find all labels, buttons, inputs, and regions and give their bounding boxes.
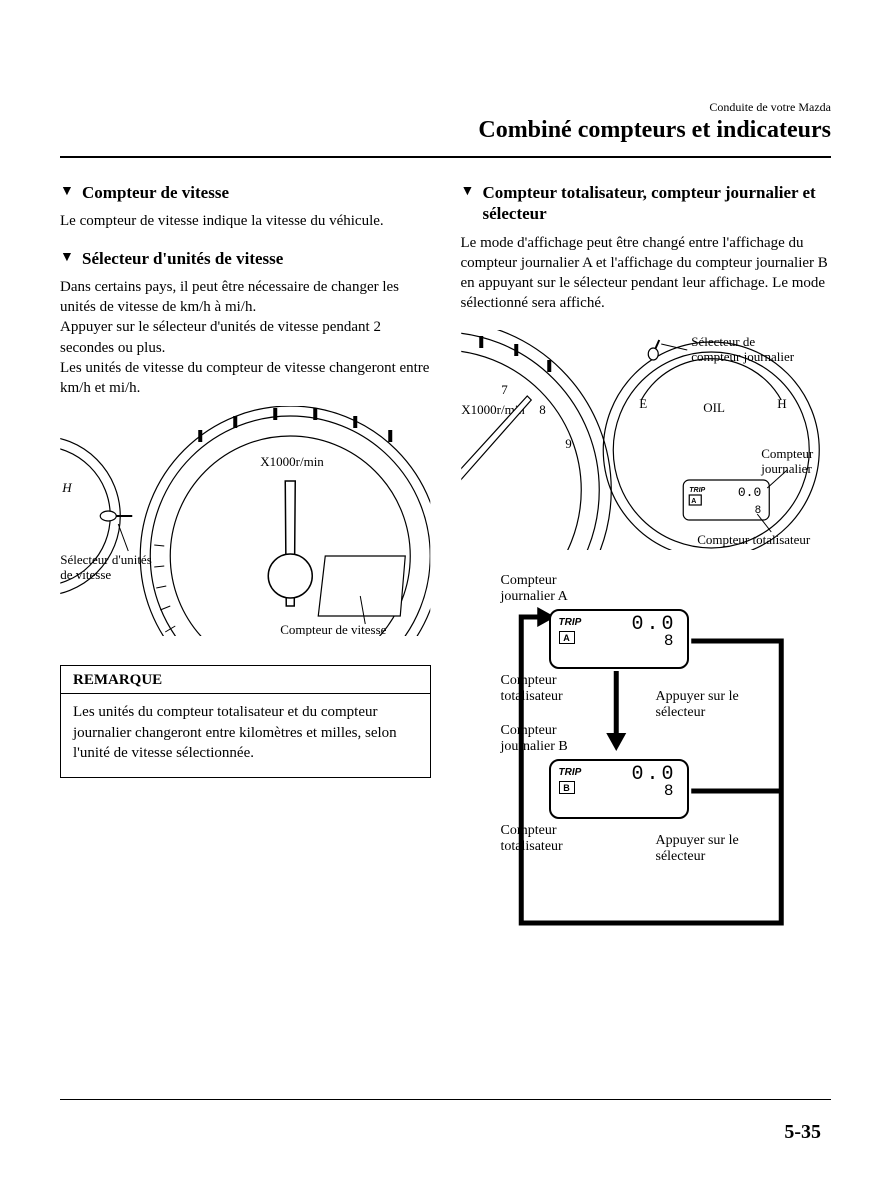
body-text: Les unités de vitesse du compteur de vit… xyxy=(60,358,431,399)
svg-text:H: H xyxy=(777,396,786,411)
note-body: Les unités du compteur totalisateur et d… xyxy=(61,694,430,777)
svg-text:E: E xyxy=(639,396,647,411)
svg-text:A: A xyxy=(691,498,696,505)
lcd-digits: 0.0 8 xyxy=(631,765,676,799)
svg-text:0.0: 0.0 xyxy=(737,485,760,500)
right-column: Compteur totalisateur, compteur journali… xyxy=(461,182,832,953)
note-title: REMARQUE xyxy=(61,666,430,694)
svg-text:9: 9 xyxy=(565,436,572,451)
body-text: Appuyer sur le sélecteur d'unités de vit… xyxy=(60,317,431,358)
gauge-illustration-right: 7 8 9 X1000r/min E H OIL xyxy=(461,330,832,550)
svg-text:8: 8 xyxy=(539,402,546,417)
two-column-layout: Compteur de vitesse Le compteur de vites… xyxy=(60,182,831,953)
callout-label: Compteur de vitesse xyxy=(280,622,386,636)
section-heading-speedometer: Compteur de vitesse xyxy=(60,182,431,203)
footer-rule xyxy=(60,1099,831,1100)
lcd-trip-a: TRIP A 0.0 8 xyxy=(549,609,689,669)
digits-bottom: 8 xyxy=(631,634,676,649)
left-column: Compteur de vitesse Le compteur de vites… xyxy=(60,182,431,953)
body-text: Le compteur de vitesse indique la vitess… xyxy=(60,211,431,231)
digits-top: 0.0 xyxy=(631,615,676,634)
flow-label: Appuyer sur le sélecteur xyxy=(656,833,739,867)
flow-label: Compteur totalisateur xyxy=(501,823,563,857)
header-breadcrumb: Conduite de votre Mazda xyxy=(60,100,831,115)
section-heading-unit-selector: Sélecteur d'unités de vitesse xyxy=(60,248,431,269)
body-text: Dans certains pays, il peut être nécessa… xyxy=(60,277,431,318)
header-title: Combiné compteurs et indicateurs xyxy=(60,117,831,144)
svg-text:Compteur totalisateur: Compteur totalisateur xyxy=(697,532,811,547)
lcd-digits: 0.0 8 xyxy=(631,615,676,649)
page-header: Conduite de votre Mazda Combiné compteur… xyxy=(60,100,831,144)
note-box: REMARQUE Les unités du compteur totalisa… xyxy=(60,665,431,778)
section-heading-odometer: Compteur totalisateur, compteur journali… xyxy=(461,182,832,225)
body-text: Le mode d'affichage peut être changé ent… xyxy=(461,233,832,314)
svg-text:Sélecteur decompteur journalie: Sélecteur decompteur journalier xyxy=(691,334,795,364)
digits-top: 0.0 xyxy=(631,765,676,784)
page-number: 5-35 xyxy=(784,1121,821,1144)
trip-label: TRIP xyxy=(559,617,582,628)
flow-label: Compteur totalisateur xyxy=(501,673,563,707)
flow-label: Compteur journalier B xyxy=(501,723,568,757)
x1000-label: X1000r/min xyxy=(260,454,324,469)
header-rule xyxy=(60,156,831,158)
digits-bottom: 8 xyxy=(631,784,676,799)
trip-mode-flow-diagram: TRIP A 0.0 8 TRIP B 0.0 8 xyxy=(461,573,832,953)
trip-letter: B xyxy=(559,781,575,794)
callout-label: Sélecteur d'unitésde vitesse xyxy=(60,552,152,582)
gauge-illustration-left: H xyxy=(60,406,431,636)
lcd-trip-b: TRIP B 0.0 8 xyxy=(549,759,689,819)
svg-text:OIL: OIL xyxy=(703,400,725,415)
trip-label: TRIP xyxy=(559,767,582,778)
flow-label: Appuyer sur le sélecteur xyxy=(656,689,739,723)
flow-label: Compteur journalier A xyxy=(501,573,568,607)
trip-letter: A xyxy=(559,631,575,644)
svg-text:Compteurjournalier: Compteurjournalier xyxy=(760,446,814,476)
svg-text:H: H xyxy=(61,480,72,495)
svg-text:7: 7 xyxy=(501,382,508,397)
svg-text:TRIP: TRIP xyxy=(689,487,705,494)
